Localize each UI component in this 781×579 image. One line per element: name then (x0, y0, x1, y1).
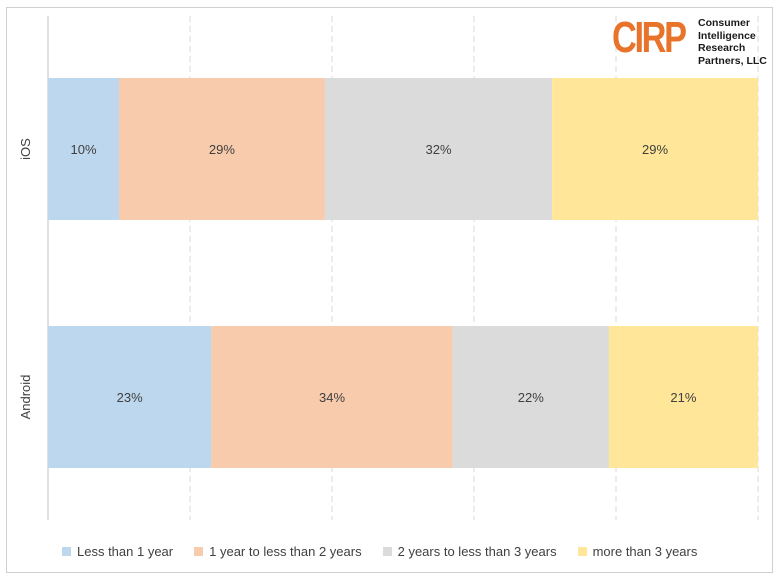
legend-swatch (577, 546, 587, 556)
logo-line-1: Consumer (698, 17, 750, 29)
category-label: Android (18, 375, 33, 420)
legend-label: more than 3 years (592, 543, 698, 559)
legend-label: 2 years to less than 3 years (397, 543, 557, 559)
legend-label: 1 year to less than 2 years (209, 543, 362, 559)
legend-swatch (382, 546, 392, 556)
legend-label: Less than 1 year (77, 543, 174, 559)
data-label: 10% (70, 142, 96, 157)
data-label: 23% (117, 390, 143, 405)
bar-segment (552, 78, 758, 220)
logo-mark: CIRP (612, 13, 687, 62)
logo-line-4: Partners, LLC (698, 54, 767, 67)
logo-text: Consumer Intelligence Research Partners,… (698, 17, 767, 67)
data-label: 34% (319, 390, 345, 405)
chart-legend: Less than 1 year 1 year to less than 2 y… (62, 542, 718, 560)
bar-segment (452, 326, 609, 468)
cirp-logo: CIRP Consumer Intelligence Research Part… (612, 13, 772, 72)
bar-segment (119, 78, 325, 220)
legend-item: 2 years to less than 3 years (382, 543, 557, 559)
legend-item: 1 year to less than 2 years (194, 543, 362, 559)
legend-item: more than 3 years (577, 543, 698, 559)
bar-segment (608, 326, 758, 468)
bar-segment (48, 326, 212, 468)
data-label: 22% (518, 390, 544, 405)
bar-segment (324, 78, 553, 220)
logo-line-3: Research (698, 42, 746, 54)
data-label: 32% (425, 142, 451, 157)
bar-segment (211, 326, 453, 468)
data-label: 29% (209, 142, 235, 157)
legend-swatch (194, 546, 204, 556)
legend-swatch (62, 546, 71, 556)
legend-item: Less than 1 year (62, 544, 173, 559)
category-label: iOS (18, 138, 33, 160)
logo-line-2: Intelligence (698, 29, 756, 42)
data-label: 29% (642, 142, 668, 157)
bar-segment (48, 78, 119, 220)
data-label: 21% (670, 390, 696, 405)
